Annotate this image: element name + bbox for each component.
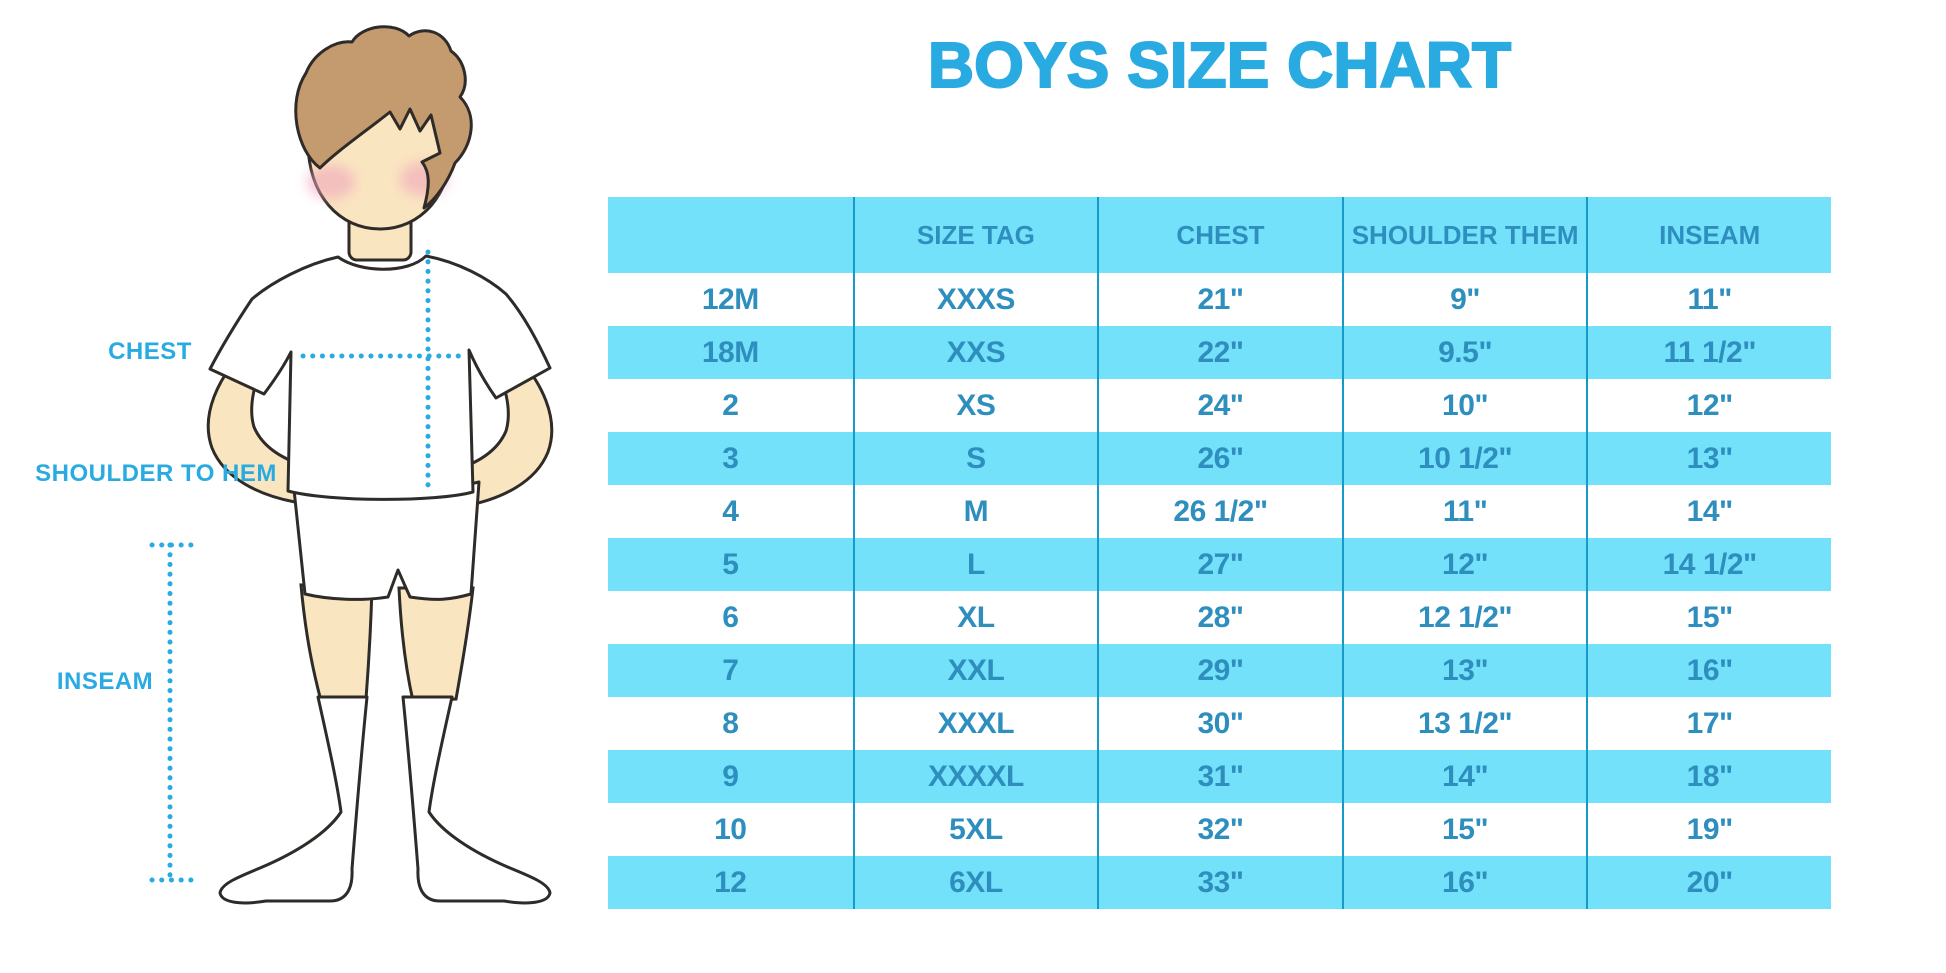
table-cell: 28" — [1097, 591, 1342, 644]
table-cell: 3 — [722, 441, 739, 475]
inseam-label: INSEAM — [56, 668, 154, 695]
table-cell: 9.5" — [1341, 326, 1587, 379]
table-cell: 30" — [1097, 697, 1342, 750]
table-header-cell — [608, 197, 853, 273]
table-cell: 5XL — [852, 803, 1098, 856]
table-cell: 2 — [722, 388, 739, 422]
table-cell: 9 — [722, 759, 739, 793]
table-cell: 29" — [1097, 644, 1342, 697]
table-cell: 19" — [1586, 803, 1831, 856]
table-cell: 33" — [1097, 856, 1342, 909]
table-row: 12M XXXS 21" 9" 11" — [608, 273, 1831, 326]
boy-shirt — [208, 254, 552, 501]
table-row: 10 5XL 32" 15" 19" — [608, 803, 1831, 856]
table-cell: 27" — [1097, 538, 1342, 591]
table-cell: 11 1/2" — [1586, 326, 1831, 379]
table-cell: XXXL — [852, 697, 1098, 750]
table-cell: 32" — [1097, 803, 1342, 856]
table-cell: 13" — [1586, 432, 1831, 485]
table-cell: 12" — [1341, 538, 1587, 591]
table-row: 18M XXS 22" 9.5" 11 1/2" — [608, 326, 1831, 379]
table-row: 2 XS 24" 10" 12" — [608, 379, 1831, 432]
table-cell: 12" — [1586, 379, 1831, 432]
table-row: 4 M 26 1/2" 11" 14" — [608, 485, 1831, 538]
table-cell: 18" — [1586, 750, 1831, 803]
table-cell: 15" — [1341, 803, 1587, 856]
boy-blush-left — [307, 165, 355, 199]
table-cell: 14" — [1341, 750, 1587, 803]
table-cell: 5 — [722, 547, 739, 581]
table-cell: 15" — [1586, 591, 1831, 644]
table-cell: 16" — [1586, 644, 1831, 697]
table-cell: 24" — [1097, 379, 1342, 432]
table-header-cell: INSEAM — [1586, 197, 1831, 273]
boy-sock-right — [401, 695, 552, 905]
table-cell: 4 — [722, 494, 739, 528]
table-cell: 31" — [1097, 750, 1342, 803]
boy-hair — [294, 25, 473, 210]
table-header-row: SIZE TAG CHEST SHOULDER THEM INSEAM — [608, 197, 1831, 273]
table-cell: 18M — [701, 335, 759, 369]
table-row: 3 S 26" 10 1/2" 13" — [608, 432, 1831, 485]
table-cell: 17" — [1586, 697, 1831, 750]
table-cell: 26" — [1097, 432, 1342, 485]
table-header-cell: SHOULDER THEM — [1341, 197, 1587, 273]
table-cell: 9" — [1341, 273, 1587, 326]
table-cell: 6 — [722, 600, 739, 634]
table-cell: 10 — [714, 812, 747, 846]
boy-leg-right — [397, 586, 475, 703]
table-cell: 14 1/2" — [1586, 538, 1831, 591]
table-cell: 10 1/2" — [1341, 432, 1587, 485]
size-chart-table: SIZE TAG CHEST SHOULDER THEM INSEAM 12M XXXS… — [608, 197, 1831, 909]
table-cell: 8 — [722, 706, 739, 740]
table-body: 12M XXXS 21" 9" 11" 18M XXS 22" 9.5" 11 1/2" 2 XS 24… — [608, 273, 1831, 909]
boy-illustration — [149, 25, 554, 905]
table-row: 9 XXXXL 31" 14" 18" — [608, 750, 1831, 803]
table-row: 8 XXXL 30" 13 1/2" 17" — [608, 697, 1831, 750]
table-cell: 12 — [714, 865, 747, 899]
table-cell: 20" — [1586, 856, 1831, 909]
table-cell: 10" — [1341, 379, 1587, 432]
table-cell: 22" — [1097, 326, 1342, 379]
table-cell: XL — [852, 591, 1098, 644]
boy-leg-left — [299, 583, 374, 703]
table-cell: 6XL — [852, 856, 1098, 909]
table-cell: 11" — [1586, 273, 1831, 326]
table-cell: XXS — [852, 326, 1098, 379]
table-cell: XS — [852, 379, 1098, 432]
table-cell: 7 — [722, 653, 739, 687]
table-cell: 14" — [1586, 485, 1831, 538]
table-row: 7 XXL 29" 13" 16" — [608, 644, 1831, 697]
table-row: 6 XL 28" 12 1/2" 15" — [608, 591, 1831, 644]
table-cell: 13 1/2" — [1341, 697, 1587, 750]
table-cell: 21" — [1097, 273, 1342, 326]
table-row: 12 6XL 33" 16" 20" — [608, 856, 1831, 909]
table-cell: 26 1/2" — [1097, 485, 1342, 538]
table-cell: 13" — [1341, 644, 1587, 697]
table-cell: XXXXL — [852, 750, 1098, 803]
table-cell: XXL — [852, 644, 1098, 697]
table-header-cell: CHEST — [1097, 197, 1342, 273]
table-cell: S — [852, 432, 1098, 485]
chest-label: CHEST — [108, 338, 192, 365]
table-cell: 11" — [1341, 485, 1587, 538]
boy-sock-left — [218, 695, 369, 905]
page-title: BOYS SIZE CHART — [927, 28, 1512, 102]
table-header-cell: SIZE TAG — [852, 197, 1098, 273]
table-cell: 16" — [1341, 856, 1587, 909]
table-cell: M — [852, 485, 1098, 538]
table-cell: L — [852, 538, 1098, 591]
table-row: 5 L 27" 12" 14 1/2" — [608, 538, 1831, 591]
table-cell: 12 1/2" — [1341, 591, 1587, 644]
shoulder-to-hem-label: SHOULDER TO HEM — [35, 460, 277, 487]
table-cell: 12M — [701, 282, 759, 316]
table-cell: XXXS — [852, 273, 1098, 326]
